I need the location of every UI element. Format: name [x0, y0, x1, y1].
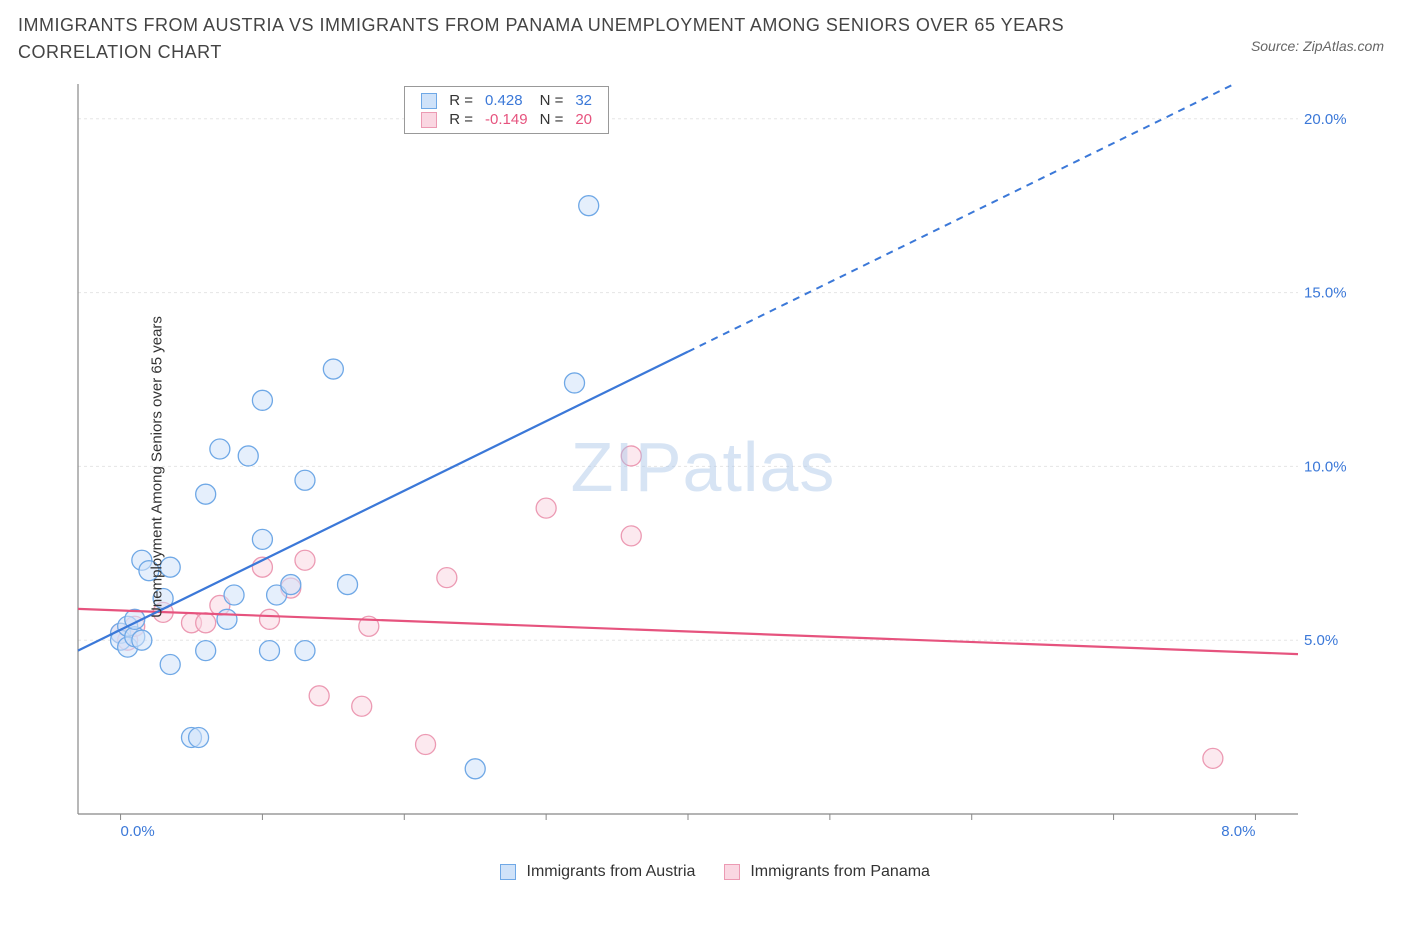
- svg-text:15.0%: 15.0%: [1304, 285, 1347, 302]
- swatch-panama: [724, 864, 740, 880]
- swatch-series2: [421, 112, 437, 128]
- n-label-2: N =: [534, 110, 570, 129]
- swatch-series1: [421, 93, 437, 109]
- stats-legend: R = 0.428 N = 32 R = -0.149 N = 20: [404, 86, 609, 134]
- n-value-1: 32: [569, 91, 598, 110]
- chart-title: IMMIGRANTS FROM AUSTRIA VS IMMIGRANTS FR…: [18, 12, 1138, 66]
- svg-text:0.0%: 0.0%: [121, 823, 155, 840]
- r-value-2: -0.149: [479, 110, 534, 129]
- svg-text:20.0%: 20.0%: [1304, 111, 1347, 128]
- svg-text:8.0%: 8.0%: [1221, 823, 1255, 840]
- y-axis-label: Unemployment Among Seniors over 65 years: [148, 316, 165, 618]
- svg-text:5.0%: 5.0%: [1304, 632, 1338, 649]
- source-label: Source: ZipAtlas.com: [1251, 38, 1384, 54]
- n-label-1: N =: [534, 91, 570, 110]
- scatter-chart: 5.0% 10.0% 15.0% 20.0% 0.0% 8.0%: [18, 74, 1348, 854]
- swatch-austria: [500, 864, 516, 880]
- r-value-1: 0.428: [479, 91, 534, 110]
- chart-container: Unemployment Among Seniors over 65 years…: [18, 74, 1388, 859]
- legend-label-austria: Immigrants from Austria: [527, 863, 696, 880]
- legend-label-panama: Immigrants from Panama: [750, 863, 930, 880]
- series-legend: Immigrants from Austria Immigrants from …: [18, 863, 1388, 881]
- r-label-1: R =: [443, 91, 479, 110]
- svg-text:10.0%: 10.0%: [1304, 458, 1347, 475]
- r-label-2: R =: [443, 110, 479, 129]
- n-value-2: 20: [569, 110, 598, 129]
